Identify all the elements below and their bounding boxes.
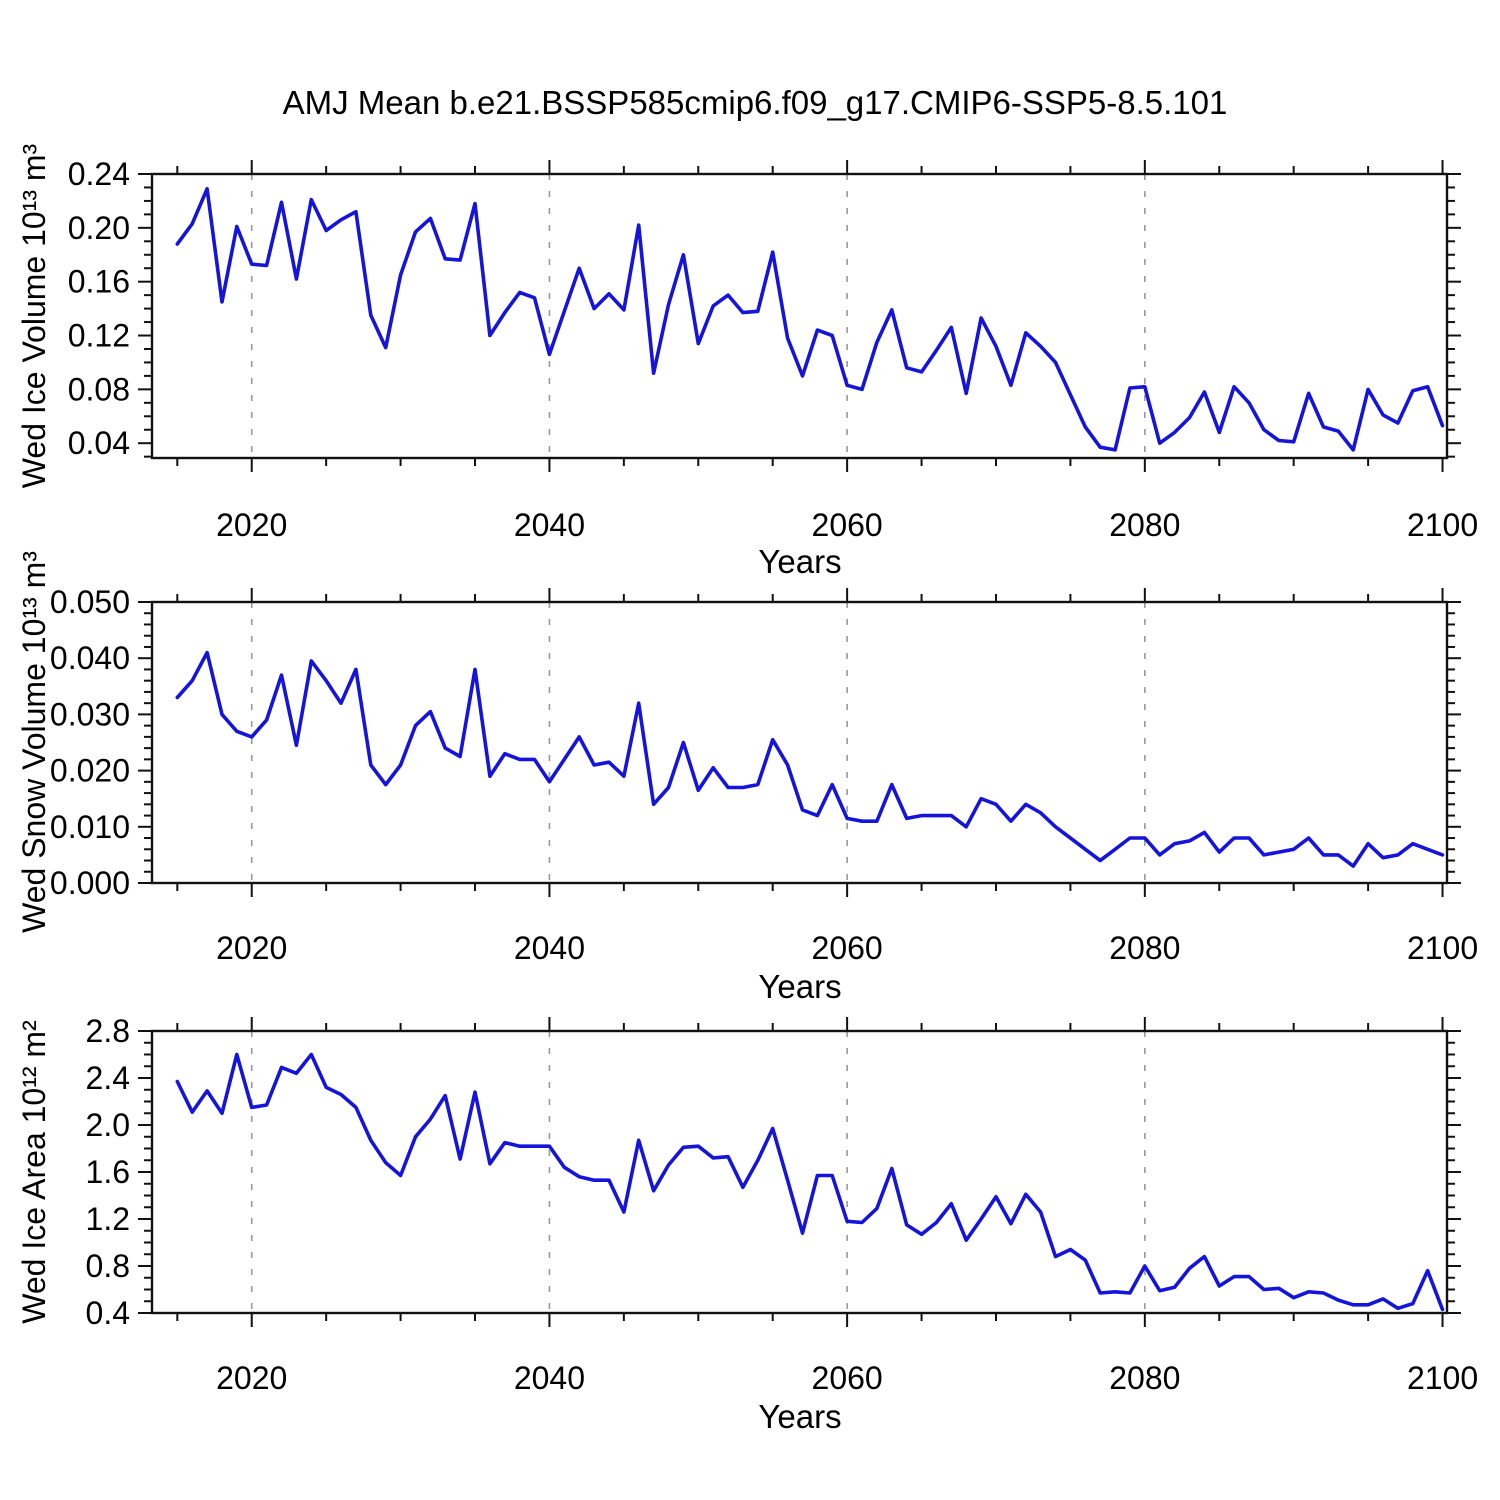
svg-text:0.20: 0.20 [68,210,130,246]
svg-text:2060: 2060 [812,507,883,543]
svg-text:0.030: 0.030 [50,696,130,732]
x-axis-title-years-panel3: Years [758,1398,842,1435]
svg-text:2020: 2020 [216,507,287,543]
svg-text:2040: 2040 [514,930,585,966]
panel-snow-volume: 2020 2040 2060 2080 2100 0.000 0.010 0.020 0.030… [50,584,1478,966]
panel-ice-area: 2020 2040 2060 2080 2100 0.4 0.8 1.2 1.6 2.0 2.4 2.… [86,1013,1479,1396]
svg-text:2100: 2100 [1407,1360,1478,1396]
svg-text:0.020: 0.020 [50,753,130,789]
svg-text:2060: 2060 [812,930,883,966]
svg-text:2.4: 2.4 [86,1060,130,1096]
svg-text:2100: 2100 [1407,930,1478,966]
svg-text:2080: 2080 [1109,930,1180,966]
svg-text:2100: 2100 [1407,507,1478,543]
svg-text:2060: 2060 [812,1360,883,1396]
svg-text:2020: 2020 [216,1360,287,1396]
svg-text:2040: 2040 [514,1360,585,1396]
svg-text:2080: 2080 [1109,1360,1180,1396]
svg-text:0.04: 0.04 [68,425,130,461]
svg-text:2080: 2080 [1109,507,1180,543]
svg-text:2020: 2020 [216,930,287,966]
svg-text:0.8: 0.8 [86,1248,130,1284]
svg-text:0.16: 0.16 [68,264,130,300]
svg-text:0.000: 0.000 [50,865,130,901]
svg-text:2.8: 2.8 [86,1013,130,1049]
panel-ice-volume: 2020 2040 2060 2080 2100 0.04 0.08 0.12 0.16 0.20… [68,156,1478,543]
chart-title: AMJ Mean b.e21.BSSP585cmip6.f09_g17.CMIP… [282,84,1228,121]
svg-text:2.0: 2.0 [86,1107,130,1143]
svg-text:0.010: 0.010 [50,809,130,845]
svg-text:1.6: 1.6 [86,1154,130,1190]
data-line-panel-snow-volume [175,650,1445,868]
y-axis-title-ice-area: Wed Ice Area 10¹² m² [15,1020,52,1324]
svg-text:0.08: 0.08 [68,371,130,407]
svg-text:0.12: 0.12 [68,318,130,354]
x-axis-title-years-panel2: Years [758,968,842,1005]
svg-text:0.040: 0.040 [50,640,130,676]
svg-text:0.24: 0.24 [68,156,130,192]
x-axis-title-years-panel1: Years [758,543,842,580]
svg-text:2040: 2040 [514,507,585,543]
svg-text:0.050: 0.050 [50,584,130,620]
svg-text:1.2: 1.2 [86,1201,130,1237]
data-line-panel-ice-volume [175,187,1445,452]
data-line-panel-ice-area [175,1052,1445,1312]
svg-text:0.4: 0.4 [86,1295,130,1331]
